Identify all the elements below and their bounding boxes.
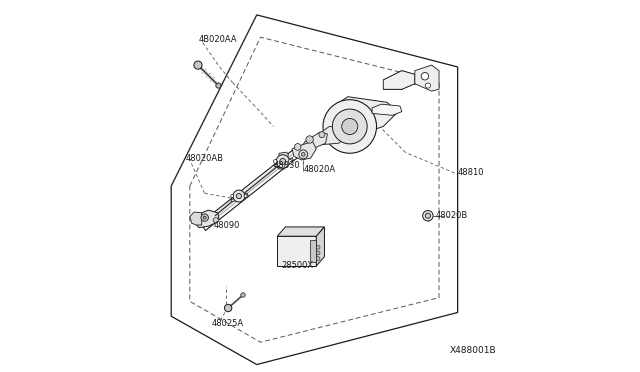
Polygon shape: [277, 227, 324, 236]
Polygon shape: [415, 65, 439, 91]
Polygon shape: [316, 126, 348, 145]
Polygon shape: [196, 210, 219, 228]
Circle shape: [273, 160, 277, 163]
Text: 48830: 48830: [273, 161, 300, 170]
Circle shape: [194, 61, 202, 69]
Polygon shape: [292, 141, 316, 160]
Circle shape: [342, 118, 358, 135]
Polygon shape: [273, 158, 293, 167]
Text: 48020B: 48020B: [435, 211, 468, 220]
Text: 48810: 48810: [458, 169, 484, 177]
Text: 48020AB: 48020AB: [186, 154, 224, 163]
Text: 4B020AA: 4B020AA: [199, 35, 237, 44]
Polygon shape: [310, 240, 316, 262]
Circle shape: [332, 109, 367, 144]
Circle shape: [301, 153, 305, 156]
Text: X488001B: X488001B: [450, 346, 497, 355]
Circle shape: [299, 150, 308, 159]
Circle shape: [233, 190, 245, 202]
Polygon shape: [326, 97, 398, 130]
Circle shape: [225, 304, 232, 312]
Circle shape: [421, 73, 429, 80]
Polygon shape: [230, 193, 248, 202]
Circle shape: [289, 160, 292, 163]
Circle shape: [216, 83, 221, 88]
Polygon shape: [278, 152, 289, 169]
Circle shape: [203, 216, 206, 219]
Circle shape: [236, 193, 241, 199]
Circle shape: [280, 158, 286, 164]
Circle shape: [201, 214, 209, 221]
Circle shape: [244, 195, 247, 198]
Text: 28500X: 28500X: [282, 262, 314, 270]
Polygon shape: [190, 212, 202, 225]
Circle shape: [316, 257, 320, 260]
Polygon shape: [372, 104, 402, 115]
Circle shape: [425, 213, 431, 218]
Circle shape: [323, 100, 376, 153]
Circle shape: [230, 195, 234, 198]
Text: 48090: 48090: [214, 221, 241, 230]
Text: 48025A: 48025A: [212, 319, 244, 328]
Circle shape: [422, 211, 433, 221]
Circle shape: [276, 155, 289, 168]
Polygon shape: [316, 227, 324, 266]
Circle shape: [425, 83, 431, 88]
Circle shape: [213, 218, 218, 223]
Circle shape: [316, 251, 320, 255]
Circle shape: [294, 144, 301, 150]
Polygon shape: [301, 132, 328, 149]
Polygon shape: [277, 236, 316, 266]
Text: 48020A: 48020A: [303, 165, 335, 174]
Polygon shape: [383, 71, 415, 89]
Circle shape: [306, 136, 314, 143]
Circle shape: [241, 293, 245, 297]
Circle shape: [316, 246, 320, 249]
Circle shape: [319, 132, 325, 138]
